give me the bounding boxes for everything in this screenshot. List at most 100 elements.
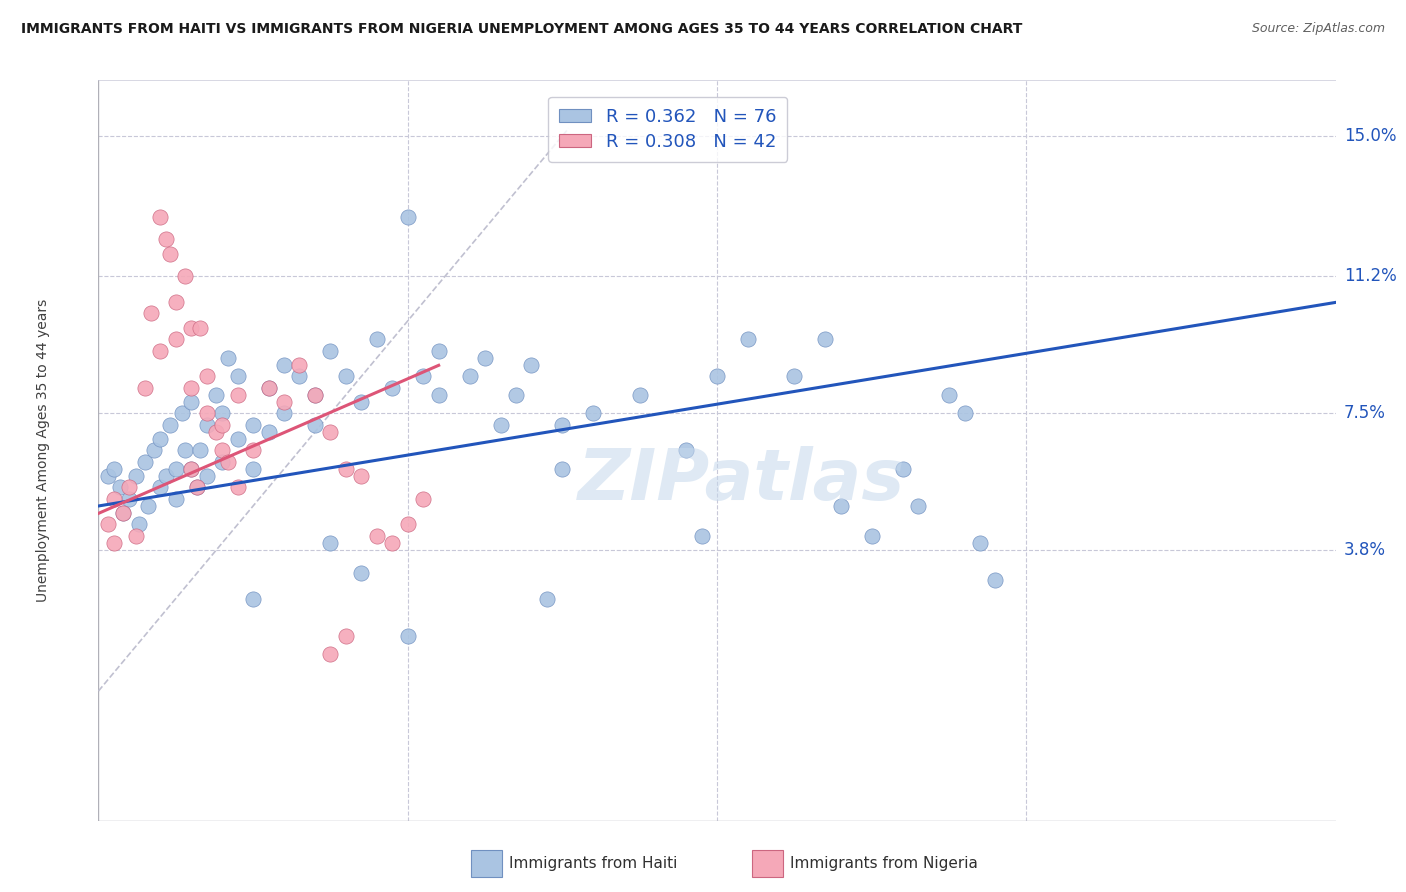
- Point: [891, 462, 914, 476]
- Point: [149, 481, 172, 495]
- Point: [953, 407, 976, 421]
- Point: [211, 454, 233, 468]
- Point: [124, 469, 146, 483]
- Text: 7.5%: 7.5%: [1344, 404, 1386, 423]
- Point: [149, 433, 172, 447]
- Point: [396, 628, 419, 642]
- Point: [551, 417, 574, 432]
- Point: [97, 469, 120, 483]
- Point: [149, 343, 172, 358]
- Point: [159, 247, 181, 261]
- Point: [195, 407, 218, 421]
- Point: [165, 491, 187, 506]
- Point: [143, 443, 166, 458]
- Point: [335, 369, 357, 384]
- Point: [226, 369, 249, 384]
- Point: [319, 425, 342, 439]
- Point: [217, 351, 239, 365]
- Point: [489, 417, 512, 432]
- Point: [139, 306, 162, 320]
- Point: [969, 536, 991, 550]
- Point: [226, 388, 249, 402]
- Point: [180, 462, 202, 476]
- Point: [205, 388, 228, 402]
- Point: [211, 443, 233, 458]
- Point: [211, 417, 233, 432]
- Point: [257, 380, 280, 394]
- Point: [257, 425, 280, 439]
- Point: [108, 481, 131, 495]
- Point: [159, 417, 181, 432]
- Point: [288, 359, 311, 373]
- Point: [814, 333, 837, 347]
- Point: [505, 388, 527, 402]
- Point: [536, 591, 558, 606]
- Point: [186, 481, 208, 495]
- Point: [366, 333, 388, 347]
- Point: [190, 443, 212, 458]
- Point: [242, 443, 264, 458]
- Point: [242, 417, 264, 432]
- Point: [319, 343, 342, 358]
- Point: [124, 528, 146, 542]
- Point: [242, 591, 264, 606]
- Text: ZIPatlas: ZIPatlas: [578, 446, 905, 515]
- Point: [350, 566, 373, 580]
- Point: [304, 388, 326, 402]
- Point: [118, 491, 141, 506]
- Text: 15.0%: 15.0%: [1344, 127, 1396, 145]
- Point: [350, 469, 373, 483]
- Point: [319, 647, 342, 661]
- Point: [112, 507, 135, 521]
- Point: [830, 499, 852, 513]
- Legend: R = 0.362   N = 76, R = 0.308   N = 42: R = 0.362 N = 76, R = 0.308 N = 42: [548, 96, 787, 161]
- Point: [155, 469, 177, 483]
- Point: [412, 369, 434, 384]
- Point: [174, 443, 197, 458]
- Point: [706, 369, 728, 384]
- Point: [366, 528, 388, 542]
- Point: [103, 536, 125, 550]
- Point: [205, 425, 228, 439]
- Point: [907, 499, 929, 513]
- Point: [211, 407, 233, 421]
- Point: [186, 481, 208, 495]
- Point: [128, 517, 150, 532]
- Point: [938, 388, 960, 402]
- Text: Immigrants from Haiti: Immigrants from Haiti: [509, 856, 678, 871]
- Point: [226, 433, 249, 447]
- Point: [149, 211, 172, 225]
- Point: [180, 380, 202, 394]
- Point: [458, 369, 481, 384]
- Point: [217, 454, 239, 468]
- Point: [319, 536, 342, 550]
- Point: [118, 481, 141, 495]
- Point: [350, 395, 373, 409]
- Point: [165, 333, 187, 347]
- Point: [381, 380, 404, 394]
- Point: [288, 369, 311, 384]
- Point: [304, 388, 326, 402]
- Point: [180, 395, 202, 409]
- Text: Immigrants from Nigeria: Immigrants from Nigeria: [790, 856, 979, 871]
- Point: [783, 369, 806, 384]
- Point: [174, 269, 197, 284]
- Point: [520, 359, 543, 373]
- Point: [273, 407, 295, 421]
- Point: [180, 462, 202, 476]
- Point: [155, 232, 177, 246]
- Point: [257, 380, 280, 394]
- Point: [103, 462, 125, 476]
- Point: [112, 507, 135, 521]
- Point: [551, 462, 574, 476]
- Point: [195, 369, 218, 384]
- Text: Unemployment Among Ages 35 to 44 years: Unemployment Among Ages 35 to 44 years: [35, 299, 49, 602]
- Point: [412, 491, 434, 506]
- Point: [427, 388, 450, 402]
- Text: 11.2%: 11.2%: [1344, 268, 1396, 285]
- Point: [273, 359, 295, 373]
- Point: [136, 499, 159, 513]
- Point: [195, 417, 218, 432]
- Point: [226, 481, 249, 495]
- Point: [335, 462, 357, 476]
